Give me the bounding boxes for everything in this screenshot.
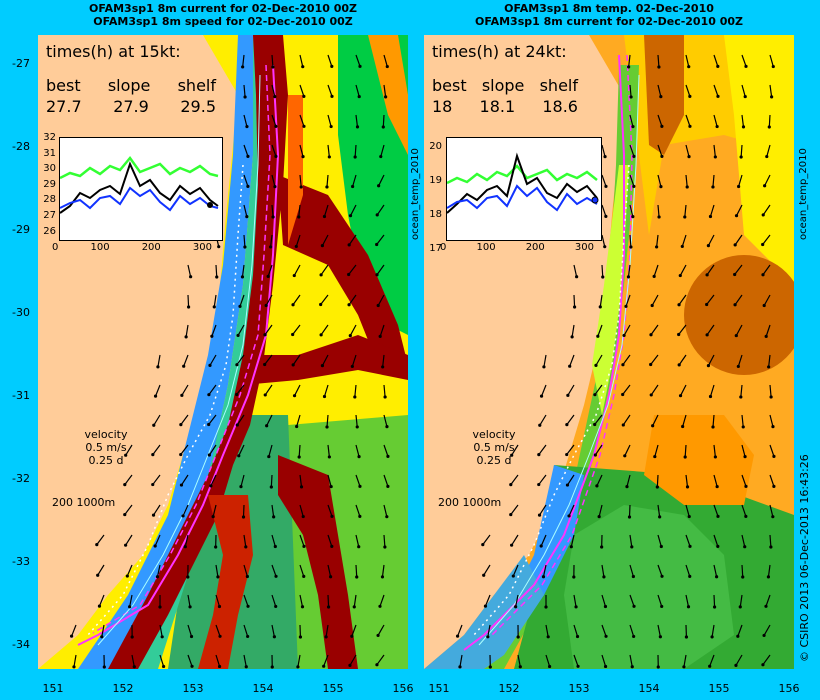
right-temperature-map (424, 35, 794, 669)
right-inset-side-label: ocean_temp_2010 (798, 148, 809, 240)
left-val-slope: 27.9 (113, 97, 149, 116)
left-inset-yticks: 32 31 30 29 28 27 26 (43, 132, 56, 237)
right-velocity-legend: velocity 0.5 m/s 0.25 d (472, 428, 516, 467)
right-title-line2: OFAM3sp1 8m current for 02-Dec-2010 00Z (474, 15, 744, 28)
left-lon-tick: 154 (252, 682, 274, 695)
lat-tick: -30 (12, 306, 30, 319)
lat-tick: -31 (12, 389, 30, 402)
right-lon-tick: 155 (708, 682, 730, 695)
right-inset-yticks: 20 19 18 17 (429, 141, 442, 254)
left-lon-tick: 151 (42, 682, 64, 695)
right-head-shelf: shelf (539, 76, 578, 95)
left-inset-plot (59, 137, 223, 241)
right-times-values: 18 18.1 18.6 (432, 97, 578, 116)
left-val-best: 27.7 (46, 97, 82, 116)
left-isobath-legend: 200 1000m (52, 496, 116, 509)
left-title-line1: OFAM3sp1 8m current for 02-Dec-2010 00Z (88, 2, 358, 15)
route-line-best (77, 64, 280, 646)
current-core (108, 35, 288, 669)
left-speed-map (38, 35, 408, 669)
right-lon-tick: 156 (778, 682, 800, 695)
right-head-slope: slope (481, 76, 525, 95)
right-inset-plot (446, 137, 602, 241)
lat-tick: -32 (12, 472, 30, 485)
lat-tick: -33 (12, 555, 30, 568)
left-val-shelf: 29.5 (180, 97, 216, 116)
right-val-shelf: 18.6 (542, 97, 578, 116)
left-lon-tick: 155 (322, 682, 344, 695)
right-lon-tick: 153 (568, 682, 590, 695)
right-lon-tick: 152 (498, 682, 520, 695)
left-title-line2: OFAM3sp1 8m speed for 02-Dec-2010 00Z (93, 15, 353, 28)
left-lon-tick: 152 (112, 682, 134, 695)
lat-tick: -28 (12, 140, 30, 153)
left-times-values: 27.7 27.9 29.5 (46, 97, 216, 116)
left-head-shelf: shelf (177, 76, 216, 95)
lat-tick: -27 (12, 57, 30, 70)
right-times-title: times(h) at 24kt: (432, 42, 567, 61)
right-map-title: OFAM3sp1 8m temp. 02-Dec-2010 OFAM3sp1 8… (424, 2, 794, 28)
warm-eddy (684, 255, 794, 375)
right-lon-tick: 151 (428, 682, 450, 695)
right-isobath-legend: 200 1000m (438, 496, 502, 509)
right-times-headers: best slope shelf (432, 76, 578, 95)
left-velocity-legend: velocity 0.5 m/s 0.25 d (84, 428, 128, 467)
right-title-line1: OFAM3sp1 8m temp. 02-Dec-2010 (504, 2, 714, 15)
left-inset-side-label: ocean_temp_2010 (410, 148, 421, 240)
copyright-credit: © CSIRO 2013 06-Dec-2013 16:43:26 (798, 454, 811, 662)
right-head-best: best (432, 76, 467, 95)
coastal-shelf-band (78, 35, 253, 669)
left-lon-tick: 156 (392, 682, 414, 695)
right-lon-tick: 154 (638, 682, 660, 695)
left-head-slope: slope (107, 76, 151, 95)
left-times-title: times(h) at 15kt: (46, 42, 181, 61)
left-head-best: best (46, 76, 81, 95)
velocity-arrows (69, 54, 390, 669)
right-val-slope: 18.1 (479, 97, 516, 116)
velocity-arrows (455, 54, 776, 669)
left-lon-tick: 153 (182, 682, 204, 695)
right-val-best: 18 (432, 97, 453, 116)
left-inset-xticks: 0 100 200 300 (52, 242, 212, 253)
left-times-headers: best slope shelf (46, 76, 216, 95)
left-map-title: OFAM3sp1 8m current for 02-Dec-2010 00Z … (38, 2, 408, 28)
lat-tick: -29 (12, 223, 30, 236)
lat-tick: -34 (12, 638, 30, 651)
right-inset-xticks: 0 100 200 300 (440, 242, 594, 253)
